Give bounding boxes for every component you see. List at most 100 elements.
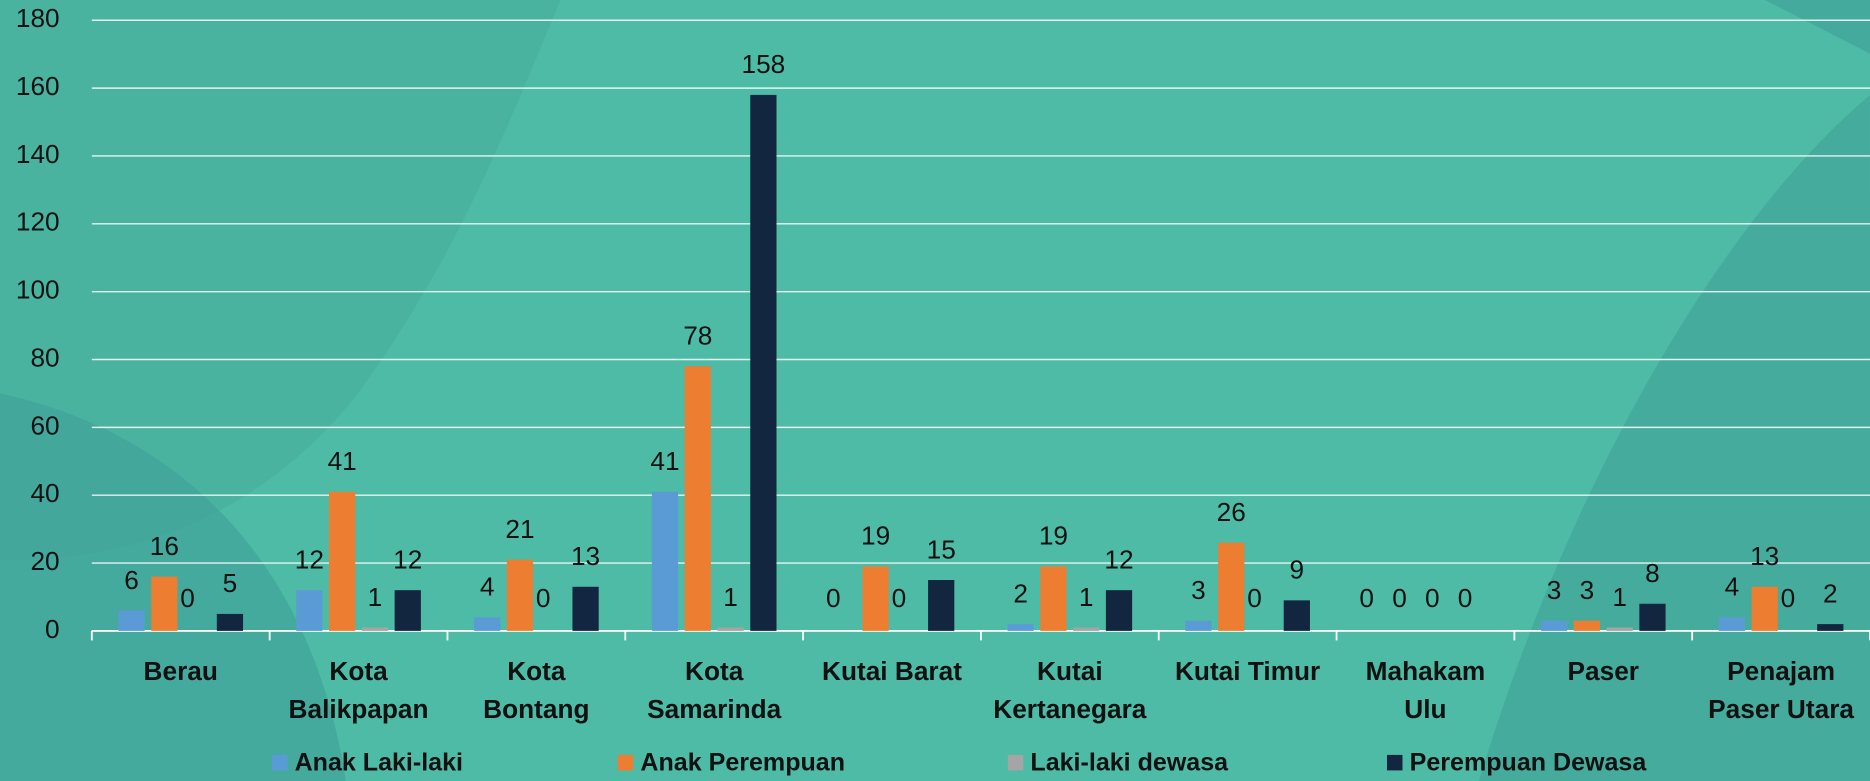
bar (1073, 627, 1100, 631)
bar (1817, 624, 1844, 631)
value-label: 0 (1247, 583, 1262, 613)
value-label: 2 (1823, 578, 1838, 608)
value-label: 19 (861, 521, 890, 551)
bar (1185, 620, 1212, 631)
value-label: 16 (150, 531, 179, 561)
x-tick-label: Kota Samarinda (647, 655, 782, 724)
value-label: 13 (1750, 541, 1779, 571)
x-tick-label: Kota Balikpapan (288, 655, 429, 724)
value-label: 6 (124, 565, 139, 595)
x-tick-label: Berau (143, 655, 218, 686)
bar (928, 580, 955, 631)
y-tick-label: 120 (16, 207, 60, 237)
bar (1540, 620, 1568, 631)
x-tick-label: Kutai Barat (821, 655, 962, 686)
value-label: 12 (393, 544, 422, 574)
value-label: 3 (1191, 575, 1206, 605)
value-label: 0 (1359, 583, 1374, 613)
value-label: 12 (1104, 544, 1133, 574)
bar (684, 366, 711, 631)
legend-swatch (617, 754, 634, 771)
bar (1007, 624, 1034, 631)
x-tick-label: Penajam Paser Utara (1708, 655, 1855, 724)
value-label: 1 (368, 582, 383, 612)
bar (750, 94, 777, 631)
y-tick-label: 180 (16, 3, 60, 33)
value-label: 0 (536, 583, 551, 613)
legend-label: Laki-laki dewasa (1030, 748, 1229, 777)
x-tick-label: Mahakam Ulu (1365, 655, 1486, 724)
bar (1218, 542, 1245, 631)
legend-swatch (1007, 754, 1024, 771)
value-label: 78 (683, 321, 712, 351)
value-label: 1 (1612, 582, 1627, 612)
y-tick-label: 140 (16, 139, 60, 169)
bar (394, 590, 421, 631)
x-tick-label: Kutai Kertanegara (993, 655, 1147, 724)
value-label: 0 (1392, 583, 1407, 613)
bar (572, 586, 599, 631)
legend-swatch (271, 754, 288, 771)
legend-label: Anak Laki-laki (294, 748, 464, 777)
y-tick-label: 160 (16, 71, 60, 101)
bar (216, 613, 244, 631)
bar (1105, 590, 1133, 631)
bar (1718, 617, 1746, 631)
value-label: 4 (480, 572, 495, 602)
value-label: 0 (826, 583, 841, 613)
bar (651, 491, 679, 631)
value-label: 158 (742, 49, 786, 79)
bar (474, 617, 501, 631)
bar (118, 610, 145, 631)
legend-label: Anak Perempuan (640, 748, 846, 777)
bar (717, 627, 744, 631)
y-tick-label: 40 (30, 478, 59, 508)
value-label: 1 (1079, 582, 1094, 612)
value-label: 0 (180, 583, 195, 613)
x-tick-label: Kutai Timur (1174, 655, 1321, 686)
value-label: 12 (295, 544, 324, 574)
value-label: 13 (571, 541, 600, 571)
bar (361, 627, 389, 631)
y-tick-label: 60 (30, 410, 59, 440)
legend-item: Perempuan Dewasa (1386, 748, 1647, 778)
value-label: 4 (1725, 572, 1740, 602)
value-label: 9 (1290, 555, 1305, 585)
value-label: 0 (1458, 583, 1473, 613)
legend-swatch (1386, 754, 1403, 771)
value-label: 3 (1580, 575, 1595, 605)
bg-shape (1765, 0, 1870, 54)
value-label: 21 (505, 514, 534, 544)
value-label: 2 (1013, 578, 1028, 608)
value-label: 1 (723, 582, 738, 612)
value-label: 15 (927, 534, 956, 564)
value-label: 26 (1217, 497, 1246, 527)
bar (296, 590, 323, 631)
bar (1573, 620, 1600, 631)
y-tick-label: 20 (30, 546, 59, 576)
value-label: 0 (892, 583, 907, 613)
y-tick-label: 0 (45, 614, 60, 644)
x-tick-label: Kota Bontang (483, 655, 590, 724)
legend-label: Perempuan Dewasa (1409, 748, 1647, 777)
bar (151, 576, 178, 631)
value-label: 19 (1039, 521, 1068, 551)
bar (1283, 600, 1310, 631)
bar (862, 566, 889, 631)
y-tick-label: 80 (30, 342, 59, 372)
bg-shape (0, 0, 561, 561)
legend-item: Laki-laki dewasa (1007, 748, 1229, 778)
x-tick-label: Paser (1567, 655, 1640, 686)
value-label: 0 (1425, 583, 1440, 613)
value-label: 41 (650, 446, 679, 476)
y-tick-label: 100 (16, 275, 60, 305)
value-label: 3 (1547, 575, 1562, 605)
value-label: 0 (1781, 583, 1796, 613)
value-label: 8 (1645, 558, 1660, 588)
value-label: 41 (328, 446, 357, 476)
bar (329, 491, 356, 631)
legend-item: Anak Laki-laki (271, 748, 464, 778)
bar (1751, 586, 1778, 631)
